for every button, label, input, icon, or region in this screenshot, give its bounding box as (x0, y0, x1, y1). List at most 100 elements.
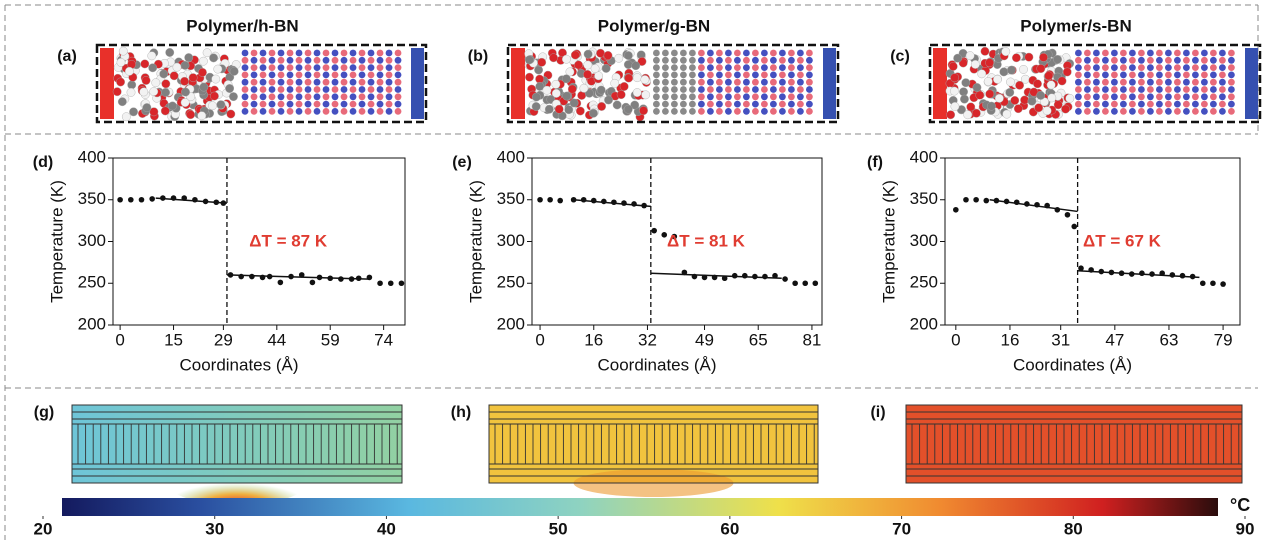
atom (286, 56, 294, 64)
atom (358, 64, 366, 71)
atom (797, 93, 804, 101)
fit-line (989, 199, 1078, 213)
atom (385, 93, 393, 101)
atom (268, 93, 276, 101)
atom (268, 49, 276, 57)
atom (1102, 93, 1109, 101)
data-point (1169, 272, 1176, 278)
atom (1120, 100, 1127, 108)
atom (1147, 71, 1154, 79)
atom (1019, 65, 1028, 74)
data-point (181, 195, 188, 201)
atom (313, 100, 321, 108)
atom (689, 56, 696, 64)
y-tick-label: 300 (497, 231, 525, 250)
atom (761, 71, 768, 79)
atom (268, 108, 276, 115)
atom (716, 100, 723, 108)
data-point (983, 197, 990, 204)
data-point (213, 199, 220, 206)
atom (1174, 108, 1181, 115)
atom (1210, 100, 1217, 108)
atom (304, 86, 312, 93)
data-point (601, 198, 607, 205)
atom (313, 108, 321, 115)
data-point (249, 273, 255, 280)
atom (376, 93, 384, 101)
atom (241, 78, 249, 86)
x-axis-label: Coordinates (Å) (597, 355, 716, 374)
atom (211, 74, 221, 84)
data-point (792, 280, 798, 287)
atom (779, 49, 786, 57)
atom (181, 87, 190, 97)
atom (159, 69, 169, 79)
atom (367, 64, 375, 71)
atom (118, 46, 128, 56)
atom (797, 78, 804, 86)
atom (226, 109, 236, 119)
atom (671, 56, 678, 64)
y-axis-label: Temperature (K) (466, 180, 485, 303)
atom (129, 107, 138, 117)
data-point (398, 280, 405, 287)
atom (806, 93, 813, 101)
atom (394, 56, 402, 64)
atom (623, 51, 633, 60)
atom (653, 108, 660, 115)
atom (1210, 71, 1217, 79)
atom (1201, 71, 1208, 79)
atom (725, 78, 732, 86)
atom (788, 56, 795, 64)
atom (640, 75, 650, 85)
atom (148, 63, 158, 73)
atom (241, 100, 249, 108)
atom (1120, 108, 1127, 115)
atom (241, 93, 249, 101)
atom (985, 58, 994, 68)
x-tick-label: 0 (115, 330, 124, 349)
atom (1183, 78, 1190, 86)
atom (209, 53, 218, 63)
atom (1183, 93, 1190, 101)
x-tick-label: 15 (164, 330, 183, 349)
atom (671, 100, 678, 108)
data-point (128, 196, 134, 203)
atom (1062, 67, 1072, 77)
atom (1165, 86, 1172, 93)
atom (313, 71, 321, 79)
atom (734, 71, 741, 79)
atom (689, 71, 696, 79)
hot-bath (100, 48, 114, 119)
atom (662, 49, 669, 57)
atom (349, 56, 357, 64)
atom (322, 100, 330, 108)
atom (680, 100, 687, 108)
atom (1183, 108, 1190, 115)
atom (322, 56, 330, 64)
atom (385, 56, 393, 64)
atom (734, 64, 741, 71)
atom (376, 64, 384, 71)
atom (1228, 108, 1235, 115)
atom (707, 71, 714, 79)
atom (295, 64, 303, 71)
atom (358, 49, 366, 57)
atom (1007, 65, 1016, 75)
atom (1111, 108, 1118, 115)
atom (1120, 49, 1127, 57)
atom (779, 71, 786, 79)
x-axis-label: Coordinates (Å) (179, 355, 298, 374)
atom (653, 56, 660, 64)
atom (286, 108, 294, 115)
atom (277, 56, 285, 64)
atom (322, 108, 330, 115)
atom (1201, 78, 1208, 86)
data-point (721, 275, 728, 282)
atom (1210, 49, 1217, 57)
atom (583, 49, 593, 59)
atom (1084, 64, 1091, 71)
atom (707, 49, 714, 57)
atom (259, 108, 267, 115)
atom (680, 64, 687, 71)
